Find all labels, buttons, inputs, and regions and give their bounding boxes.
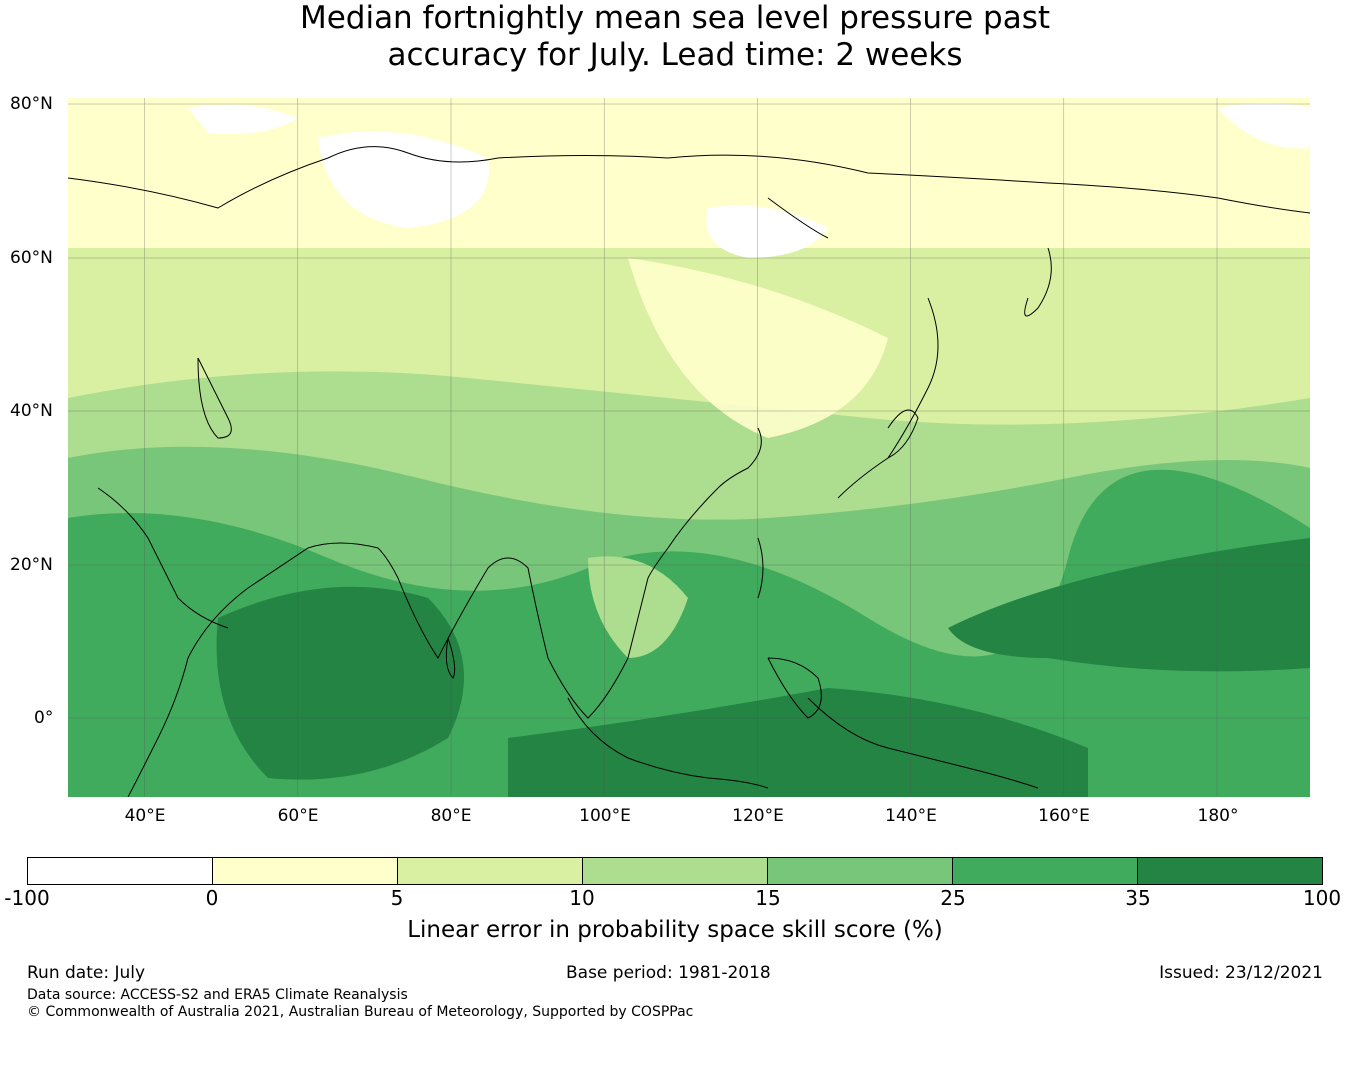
lon-label-100e: 100°E	[579, 806, 631, 826]
colorbar-tick: 10	[569, 886, 595, 910]
graticule	[68, 98, 1310, 797]
colorbar-tick: 100	[1302, 886, 1342, 910]
data-source: Data source: ACCESS-S2 and ERA5 Climate …	[27, 987, 408, 1003]
lat-label-80n: 80°N	[10, 94, 53, 114]
base-period: Base period: 1981-2018	[566, 963, 771, 983]
lat-label-20n: 20°N	[10, 555, 53, 575]
lon-label-180: 180°	[1197, 806, 1239, 826]
lon-label-40e: 40°E	[124, 806, 166, 826]
colorbar-segment	[768, 858, 953, 884]
colorbar-segment	[953, 858, 1138, 884]
colorbar-label: Linear error in probability space skill …	[407, 917, 943, 943]
colorbar	[27, 857, 1323, 885]
lat-label-0: 0°	[34, 708, 54, 728]
colorbar-tick: 5	[390, 886, 404, 910]
colorbar-segment	[28, 858, 213, 884]
lon-label-160e: 160°E	[1038, 806, 1090, 826]
colorbar-segment	[583, 858, 768, 884]
coastlines	[68, 146, 1310, 797]
colorbar-tick: 35	[1125, 886, 1151, 910]
lon-label-80e: 80°E	[430, 806, 472, 826]
lon-label-120e: 120°E	[732, 806, 784, 826]
title-line-1: Median fortnightly mean sea level pressu…	[299, 0, 1051, 36]
colorbar-tick: 0	[205, 886, 219, 910]
lat-label-40n: 40°N	[10, 401, 53, 421]
title-line-2: accuracy for July. Lead time: 2 weeks	[387, 37, 963, 73]
colorbar-segment	[213, 858, 398, 884]
skill-score-map	[68, 98, 1310, 797]
lat-label-60n: 60°N	[10, 248, 53, 268]
colorbar-tick: 15	[755, 886, 781, 910]
lon-label-140e: 140°E	[885, 806, 937, 826]
lon-label-60e: 60°E	[277, 806, 319, 826]
run-date: Run date: July	[27, 963, 146, 983]
colorbar-segment	[1138, 858, 1322, 884]
chart-title: Median fortnightly mean sea level pressu…	[0, 0, 1350, 74]
colorbar-segment	[398, 858, 583, 884]
colorbar-tick: -100	[4, 886, 50, 910]
colorbar-tick: 25	[940, 886, 966, 910]
map-svg	[68, 98, 1310, 797]
copyright: © Commonwealth of Australia 2021, Austra…	[27, 1004, 694, 1020]
issued-date: Issued: 23/12/2021	[1159, 963, 1323, 983]
